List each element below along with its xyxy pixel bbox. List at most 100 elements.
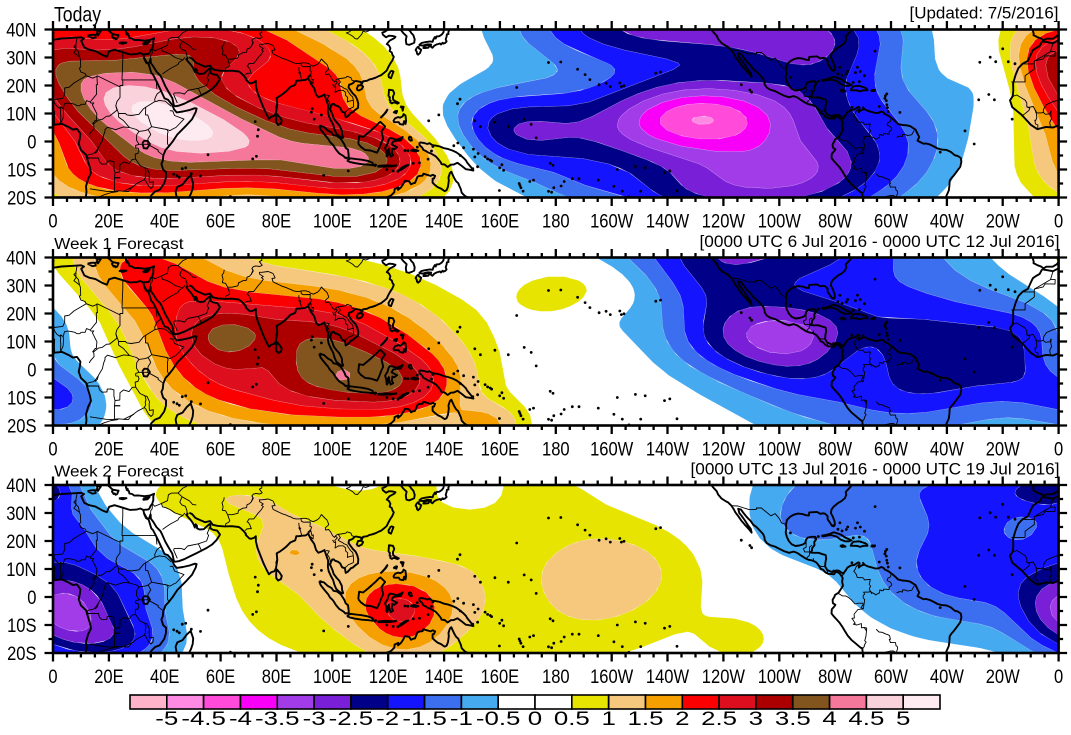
- svg-text:20S: 20S: [7, 416, 36, 437]
- svg-text:60W: 60W: [874, 212, 908, 233]
- svg-text:80E: 80E: [262, 440, 291, 461]
- svg-text:60E: 60E: [206, 440, 235, 461]
- svg-text:160W: 160W: [590, 667, 633, 688]
- svg-text:20W: 20W: [986, 667, 1020, 688]
- svg-text:40W: 40W: [930, 212, 964, 233]
- svg-text:20E: 20E: [94, 440, 123, 461]
- svg-text:40N: 40N: [6, 20, 36, 41]
- svg-text:-2.5: -2.5: [329, 709, 374, 730]
- svg-text:40N: 40N: [6, 476, 36, 497]
- svg-text:60E: 60E: [206, 667, 235, 688]
- svg-text:180: 180: [542, 440, 570, 461]
- svg-text:40E: 40E: [150, 212, 179, 233]
- svg-text:40W: 40W: [930, 667, 964, 688]
- svg-text:10N: 10N: [6, 104, 36, 125]
- svg-text:20N: 20N: [6, 532, 36, 553]
- svg-text:20S: 20S: [7, 188, 36, 209]
- svg-text:30N: 30N: [6, 504, 36, 525]
- svg-text:0.5: 0.5: [554, 709, 590, 730]
- svg-text:-4: -4: [229, 709, 253, 730]
- svg-text:80E: 80E: [262, 667, 291, 688]
- svg-text:10S: 10S: [7, 160, 36, 181]
- svg-text:0: 0: [48, 212, 57, 233]
- svg-text:-0.5: -0.5: [476, 709, 521, 730]
- svg-text:0: 0: [1054, 667, 1063, 688]
- svg-text:0: 0: [27, 588, 36, 609]
- svg-text:140W: 140W: [646, 440, 689, 461]
- svg-text:-3: -3: [303, 709, 326, 730]
- svg-text:160E: 160E: [481, 667, 520, 688]
- svg-text:80W: 80W: [818, 667, 852, 688]
- svg-text:140E: 140E: [425, 212, 464, 233]
- svg-text:60W: 60W: [874, 667, 908, 688]
- svg-text:3.5: 3.5: [775, 709, 811, 730]
- svg-text:3: 3: [749, 709, 763, 730]
- svg-text:-1: -1: [450, 709, 473, 730]
- svg-text:20W: 20W: [986, 440, 1020, 461]
- svg-text:20S: 20S: [7, 644, 36, 665]
- svg-text:0: 0: [1054, 212, 1063, 233]
- svg-text:100W: 100W: [758, 212, 801, 233]
- svg-text:-5: -5: [155, 709, 178, 730]
- svg-text:120E: 120E: [369, 667, 408, 688]
- svg-text:0: 0: [27, 360, 36, 381]
- svg-text:160W: 160W: [590, 440, 633, 461]
- svg-text:4.5: 4.5: [848, 709, 884, 730]
- svg-text:10N: 10N: [6, 332, 36, 353]
- svg-text:160E: 160E: [481, 212, 520, 233]
- svg-text:20E: 20E: [94, 212, 123, 233]
- svg-text:Week 1 Forecast: Week 1 Forecast: [54, 236, 184, 253]
- svg-text:80W: 80W: [818, 440, 852, 461]
- svg-text:0: 0: [1054, 440, 1063, 461]
- svg-text:140E: 140E: [425, 667, 464, 688]
- svg-text:0: 0: [27, 132, 36, 153]
- svg-text:-1.5: -1.5: [402, 709, 447, 730]
- svg-text:10N: 10N: [6, 560, 36, 581]
- svg-text:2.5: 2.5: [701, 709, 737, 730]
- svg-text:4: 4: [822, 709, 837, 730]
- svg-text:30N: 30N: [6, 48, 36, 69]
- svg-text:0: 0: [48, 667, 57, 688]
- svg-text:-2: -2: [376, 709, 399, 730]
- svg-text:140W: 140W: [646, 667, 689, 688]
- svg-text:40E: 40E: [150, 667, 179, 688]
- svg-text:100E: 100E: [313, 440, 352, 461]
- svg-text:60W: 60W: [874, 440, 908, 461]
- svg-text:-4.5: -4.5: [181, 709, 226, 730]
- svg-text:120W: 120W: [702, 440, 745, 461]
- svg-text:20N: 20N: [6, 76, 36, 97]
- svg-text:2: 2: [675, 709, 689, 730]
- svg-text:100W: 100W: [758, 440, 801, 461]
- svg-text:100E: 100E: [313, 667, 352, 688]
- svg-text:100E: 100E: [313, 212, 352, 233]
- svg-text:1.5: 1.5: [628, 709, 664, 730]
- svg-text:100W: 100W: [758, 667, 801, 688]
- svg-text:140E: 140E: [425, 440, 464, 461]
- svg-text:1: 1: [602, 709, 616, 730]
- svg-text:60E: 60E: [206, 212, 235, 233]
- svg-text:40E: 40E: [150, 440, 179, 461]
- svg-text:20E: 20E: [94, 667, 123, 688]
- svg-text:0: 0: [528, 709, 542, 730]
- svg-text:40W: 40W: [930, 440, 964, 461]
- svg-text:5: 5: [896, 709, 910, 730]
- svg-text:0: 0: [48, 440, 57, 461]
- svg-text:180: 180: [542, 667, 570, 688]
- svg-text:[0000 UTC 6 Jul 2016 - 0000 UT: [0000 UTC 6 Jul 2016 - 0000 UTC 12 Jul 2…: [700, 233, 1060, 251]
- svg-text:[Updated: 7/5/2016]: [Updated: 7/5/2016]: [910, 5, 1059, 23]
- svg-text:40N: 40N: [6, 248, 36, 269]
- svg-text:120E: 120E: [369, 212, 408, 233]
- svg-text:-3.5: -3.5: [255, 709, 300, 730]
- svg-text:160W: 160W: [590, 212, 633, 233]
- svg-text:[0000 UTC 13 Jul 2016 - 0000 U: [0000 UTC 13 Jul 2016 - 0000 UTC 19 Jul …: [691, 460, 1060, 478]
- svg-text:120W: 120W: [702, 667, 745, 688]
- svg-text:Today: Today: [54, 2, 101, 26]
- svg-text:Week 2 Forecast: Week 2 Forecast: [54, 463, 184, 480]
- svg-text:30N: 30N: [6, 276, 36, 297]
- svg-text:140W: 140W: [646, 212, 689, 233]
- svg-text:10S: 10S: [7, 616, 36, 637]
- svg-text:180: 180: [542, 212, 570, 233]
- svg-text:10S: 10S: [7, 388, 36, 409]
- svg-text:120E: 120E: [369, 440, 408, 461]
- svg-text:20W: 20W: [986, 212, 1020, 233]
